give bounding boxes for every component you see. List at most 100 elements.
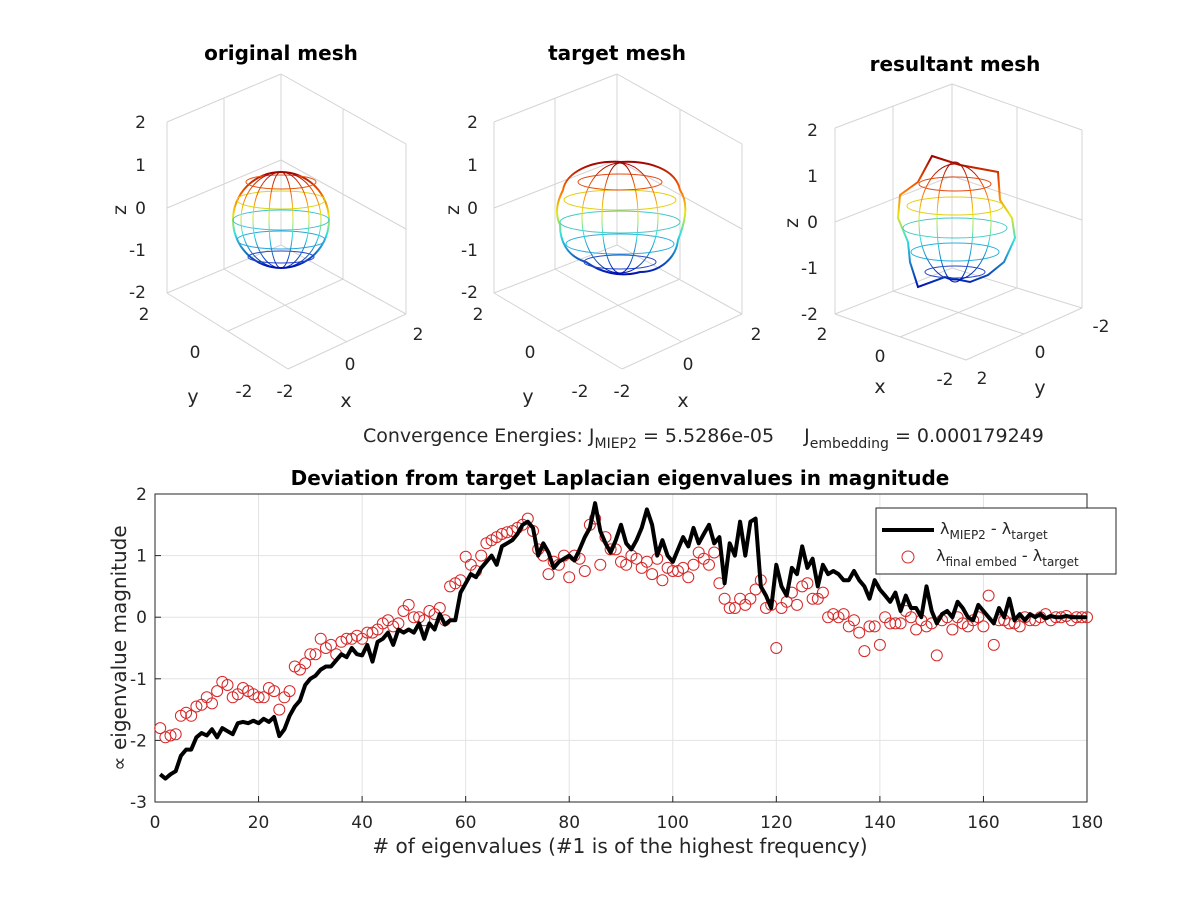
convergence-energies: Convergence Energies: JMIEP2 = 5.5286e-0… <box>363 425 1044 452</box>
x-tick: 2 <box>413 325 424 345</box>
embed-marker <box>314 632 327 645</box>
z-tick: 0 <box>467 199 478 219</box>
chart-title: Deviation from target Laplacian eigenval… <box>291 466 950 490</box>
embed-marker <box>299 657 312 670</box>
embed-marker <box>656 574 669 587</box>
embed-markers <box>154 512 1093 744</box>
x-tick: 2 <box>751 325 762 345</box>
embed-marker <box>501 526 514 539</box>
mesh-sphere-original <box>232 171 330 269</box>
z-tick: -1 <box>801 259 818 279</box>
embed-marker <box>304 648 317 661</box>
y-tick: 0 <box>525 343 536 363</box>
x-tick: 0 <box>345 355 356 375</box>
embed-marker <box>982 589 995 602</box>
embed-marker <box>770 642 783 654</box>
z-tick: -2 <box>461 283 478 303</box>
z-tick: 0 <box>135 199 146 219</box>
y-tick-label: 2 <box>136 485 147 505</box>
z-tick: 2 <box>135 113 146 133</box>
mesh-panel-resultant: resultant mesh <box>781 52 1109 399</box>
embed-marker <box>806 592 819 605</box>
conv-j2: J <box>803 425 810 447</box>
legend-entry-miep2: λMIEP2 - λtarget <box>940 519 1048 542</box>
embed-marker <box>744 592 757 605</box>
x-tick: 0 <box>683 355 694 375</box>
embed-marker <box>190 700 203 713</box>
embed-marker <box>801 577 814 590</box>
embed-marker <box>206 697 218 710</box>
embed-marker <box>837 608 850 621</box>
embed-marker <box>563 571 576 584</box>
y-tick: -2 <box>1093 317 1110 337</box>
y-tick: 2 <box>473 305 484 325</box>
embed-marker <box>620 558 633 571</box>
z-tick: 0 <box>807 213 818 233</box>
embed-marker <box>946 623 959 636</box>
x-tick-label: 140 <box>864 813 896 833</box>
plot-area <box>154 493 1088 803</box>
embed-marker <box>718 592 731 605</box>
embed-marker <box>309 648 322 661</box>
embed-marker <box>252 691 265 704</box>
x-tick: -2 <box>614 382 631 402</box>
z-tick: 1 <box>467 156 478 176</box>
z-tick: -2 <box>801 305 818 325</box>
embed-marker <box>894 617 907 630</box>
z-axis-label: z <box>442 205 464 215</box>
y-axis-label: y <box>1034 377 1045 399</box>
mesh-panel-target: target mesh 2 <box>442 41 761 412</box>
x-tick: 0 <box>875 347 886 367</box>
embed-marker <box>723 602 736 614</box>
y-tick-label: 1 <box>136 547 147 567</box>
mesh-blob-resultant <box>896 154 1017 289</box>
y-tick: 0 <box>190 343 201 363</box>
embed-marker <box>848 614 860 627</box>
embed-marker <box>578 565 591 577</box>
y-axis-label: y <box>187 386 198 408</box>
embed-marker <box>154 722 167 735</box>
embed-marker <box>604 543 617 556</box>
embed-marker <box>873 638 886 651</box>
embed-marker <box>889 617 902 630</box>
conv-value2: = 0.000179249 <box>889 425 1044 447</box>
conv-sub1: MIEP2 <box>595 436 637 452</box>
x-axis-label: x <box>340 390 351 412</box>
legend-marker-swatch <box>901 550 915 564</box>
embed-marker <box>1013 620 1026 633</box>
legend-entry-final-embed: λfinal embed - λtarget <box>936 546 1079 569</box>
embed-marker <box>646 568 659 581</box>
embed-marker <box>884 617 897 630</box>
y-tick-label: -1 <box>130 670 147 690</box>
embed-marker <box>863 620 876 633</box>
x-tick-label: 0 <box>150 813 161 833</box>
embed-marker <box>221 679 234 691</box>
mesh-panel-original: original mesh <box>109 41 423 412</box>
y-tick: -2 <box>236 382 253 402</box>
embed-marker <box>987 638 1000 651</box>
embed-marker <box>682 571 695 584</box>
z-tick: -2 <box>129 283 146 303</box>
embed-marker <box>542 568 555 581</box>
embed-marker <box>211 685 224 698</box>
embed-marker <box>816 586 829 599</box>
legend-box <box>875 507 1117 575</box>
z-axis-label: z <box>109 205 131 215</box>
x-axis-title: # of eigenvalues (#1 is of the highest f… <box>372 834 867 858</box>
y-tick: -2 <box>572 382 589 402</box>
x-tick-label: 20 <box>248 813 270 833</box>
embed-marker <box>169 728 182 741</box>
eigenvalue-deviation-chart: Deviation from target Laplacian eigenval… <box>107 466 1117 858</box>
mesh-blob-target <box>555 160 687 276</box>
conv-sub2: embedding <box>810 436 889 452</box>
x-tick: -2 <box>277 382 294 402</box>
z-tick: -1 <box>129 241 146 261</box>
x-tick-label: 120 <box>760 813 792 833</box>
x-axis-label: x <box>874 376 885 398</box>
y-tick-label: -3 <box>130 793 147 813</box>
y-tick-label: -2 <box>130 731 147 751</box>
x-tick-label: 40 <box>351 813 373 833</box>
embed-marker <box>977 620 990 633</box>
embed-marker <box>164 729 177 742</box>
